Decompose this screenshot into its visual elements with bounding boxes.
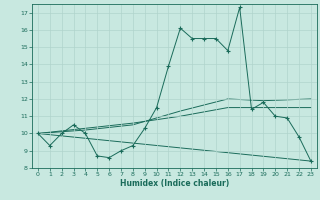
X-axis label: Humidex (Indice chaleur): Humidex (Indice chaleur) xyxy=(120,179,229,188)
